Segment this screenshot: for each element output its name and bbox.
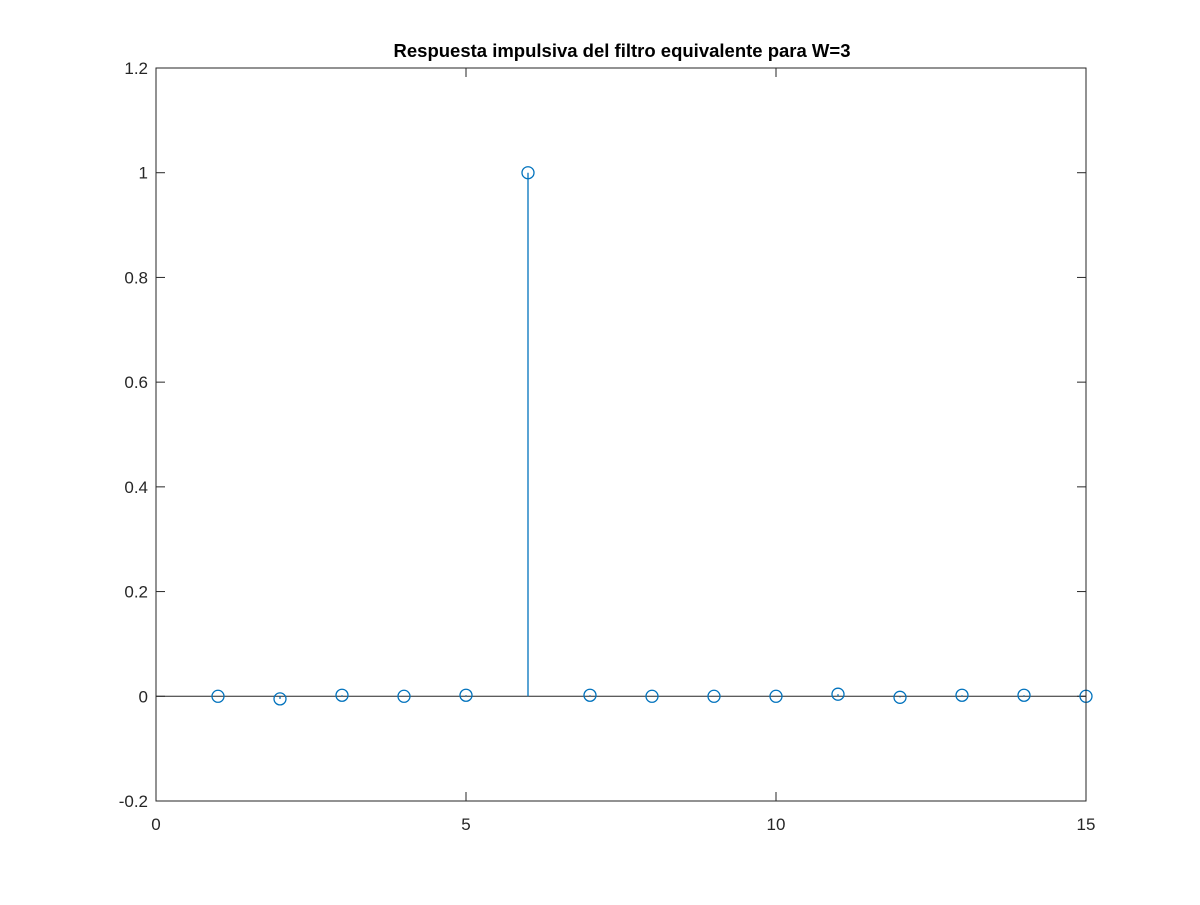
stem-marker (583, 688, 597, 702)
chart-title: Respuesta impulsiva del filtro equivalen… (394, 40, 851, 61)
y-tick-label: 0.2 (124, 583, 148, 602)
y-tick-label: 1.2 (124, 59, 148, 78)
x-tick-label: 0 (151, 815, 160, 834)
x-tick-label: 5 (461, 815, 470, 834)
stem-marker (769, 689, 783, 703)
stem-series (211, 166, 1093, 706)
stem-marker (893, 690, 907, 704)
y-axis-ticks: -0.2 0 0.2 0.4 0.6 0.8 1 1.2 (119, 59, 1086, 811)
x-tick-label: 15 (1077, 815, 1096, 834)
stem-marker (335, 688, 349, 702)
x-tick-label: 10 (767, 815, 786, 834)
x-axis-ticks: 0 5 10 15 (151, 68, 1095, 834)
stem-marker (707, 689, 721, 703)
y-tick-label: 0.4 (124, 478, 148, 497)
stem-marker (459, 688, 473, 702)
stem-marker (955, 688, 969, 702)
y-tick-label: 1 (139, 164, 148, 183)
stem-marker (397, 689, 411, 703)
stem-marker (831, 687, 845, 701)
stem-marker (1017, 688, 1031, 702)
stem-marker (645, 689, 659, 703)
y-tick-label: 0.6 (124, 373, 148, 392)
y-tick-label: -0.2 (119, 792, 148, 811)
axes-box (155, 67, 1087, 802)
stem-marker (273, 692, 287, 706)
stem-marker (211, 689, 225, 703)
stem-marker (521, 166, 535, 180)
y-tick-label: 0.8 (124, 268, 148, 287)
y-tick-label: 0 (139, 687, 148, 706)
